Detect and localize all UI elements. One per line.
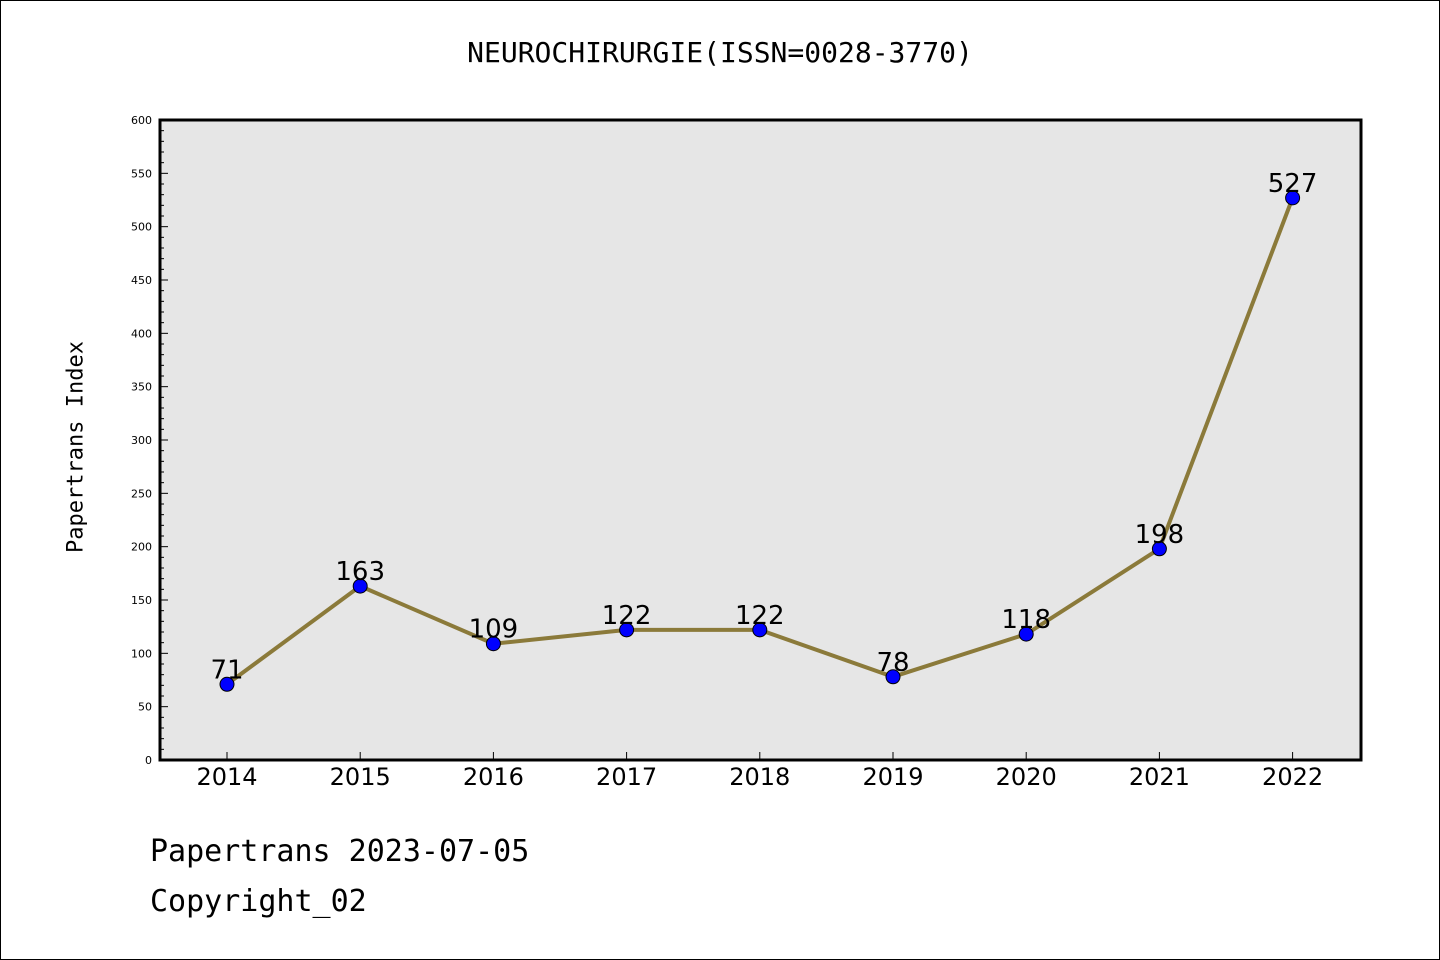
data-value-label: 78 [876, 648, 909, 678]
data-value-label: 118 [1001, 605, 1051, 635]
data-value-label: 163 [335, 557, 385, 587]
data-point-marker [1151, 541, 1167, 557]
plot-border [158, 118, 1363, 762]
y-tick-label: 350 [131, 381, 152, 394]
y-tick-label: 200 [131, 541, 152, 554]
x-tick-label: 2016 [463, 763, 524, 791]
y-tick-label: 400 [131, 327, 152, 340]
data-labels: 71 163 109 122 122 78 118 198 527 [210, 169, 1317, 685]
data-value-label: 109 [469, 615, 519, 645]
y-tick-label: 100 [131, 647, 152, 660]
x-tick-label: 2019 [862, 763, 923, 791]
y-tick-label: 50 [138, 701, 152, 714]
x-tick-label: 2017 [596, 763, 657, 791]
data-point-marker [352, 578, 368, 594]
footer-copyright: Copyright_02 [150, 884, 367, 919]
y-tick-label: 550 [131, 167, 152, 180]
data-value-label: 71 [210, 655, 243, 685]
y-tick-label: 500 [131, 221, 152, 234]
x-tick-label: 2022 [1262, 763, 1323, 791]
x-axis: 2014 2015 2016 2017 2018 2019 2020 2021 2022 [196, 752, 1323, 791]
footer-source: Papertrans 2023-07-05 [150, 834, 530, 869]
y-tick-label: 150 [131, 594, 152, 607]
data-point-marker [1285, 190, 1301, 206]
chart-title: NEUROCHIRURGIE(ISSN=0028-3770) [467, 36, 973, 69]
y-tick-label: 0 [145, 754, 152, 767]
data-point-marker [619, 622, 635, 638]
data-markers [219, 190, 1301, 692]
y-tick-label: 300 [131, 434, 152, 447]
data-point-marker [885, 669, 901, 685]
data-point-marker [1018, 626, 1034, 642]
x-tick-label: 2018 [729, 763, 790, 791]
data-point-marker [752, 622, 768, 638]
data-point-marker [485, 636, 501, 652]
data-value-label: 122 [602, 601, 652, 631]
data-point-marker [219, 676, 235, 692]
data-value-label: 122 [735, 601, 785, 631]
x-tick-label: 2020 [996, 763, 1057, 791]
plot-area [160, 120, 1361, 760]
y-tick-label: 600 [131, 114, 152, 127]
y-tick-label: 250 [131, 487, 152, 500]
x-tick-label: 2014 [196, 763, 257, 791]
y-tick-label: 450 [131, 274, 152, 287]
data-value-label: 527 [1268, 169, 1318, 199]
data-value-label: 198 [1135, 520, 1185, 550]
x-tick-label: 2015 [330, 763, 391, 791]
x-tick-label: 2021 [1129, 763, 1190, 791]
